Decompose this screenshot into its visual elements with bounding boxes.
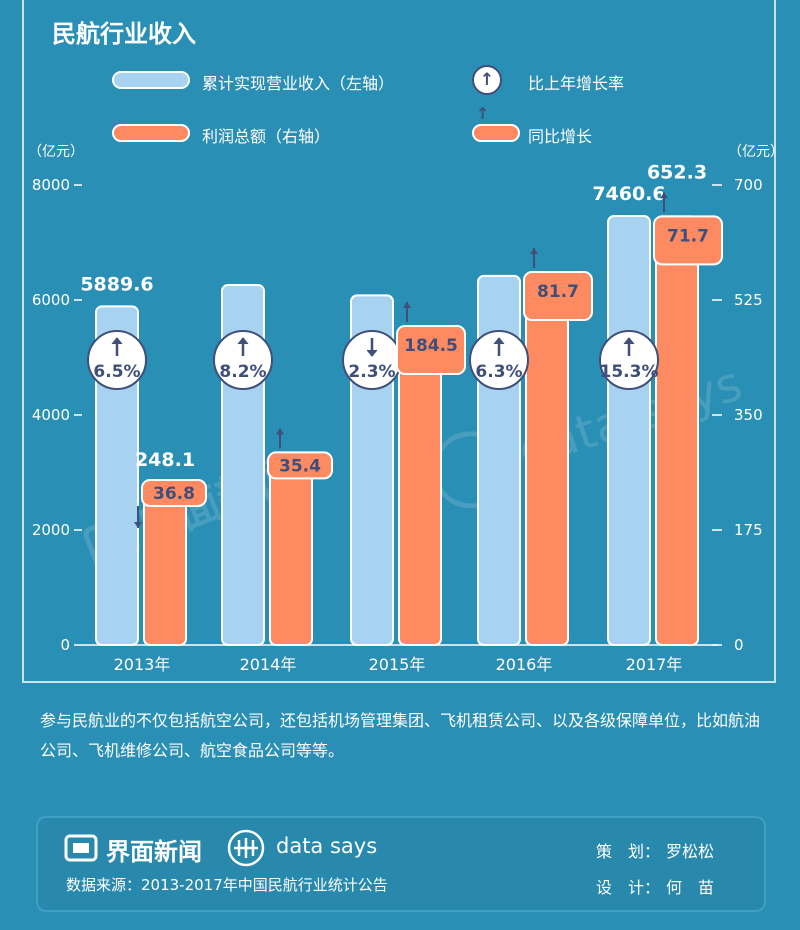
- revenue-growth-circle: [469, 330, 529, 390]
- bar-revenue: [607, 215, 651, 646]
- x-tick-label: 2016年: [496, 655, 553, 674]
- revenue-growth-label: 6.5%: [93, 362, 140, 382]
- footer-datasays: data says: [276, 834, 378, 858]
- planner-name: 罗松松: [666, 842, 715, 861]
- y-right-tick-label: 700: [734, 176, 763, 194]
- arrow-head-icon: [111, 337, 123, 345]
- revenue-growth-circle: [213, 330, 273, 390]
- description: 参与民航业的不仅包括航空公司，还包括机场管理集团、飞机租赁公司、以及各级保障单位…: [40, 711, 761, 760]
- arrow-head-icon: [237, 337, 249, 345]
- profit-growth-label: 36.8: [153, 484, 195, 504]
- revenue-growth-label: 6.3%: [475, 362, 522, 382]
- chart-title: 民航行业收入: [52, 20, 196, 48]
- small-arrow-head-icon: [403, 302, 411, 308]
- profit-growth-box: [653, 215, 723, 266]
- bar-profit-value-label: 652.3: [647, 161, 707, 183]
- legend-profit-swatch: [112, 124, 190, 142]
- planner-label: 策 划：: [596, 842, 661, 861]
- legend-revenue-growth-label: 比上年增长率: [528, 74, 625, 93]
- y-right-tick-label: 0: [734, 636, 744, 654]
- bar-revenue-value-label: 7460.6: [592, 183, 665, 205]
- profit-growth-label: 184.5: [404, 336, 458, 356]
- revenue-growth-label: 2.3%: [348, 362, 395, 382]
- profit-growth-box: [396, 325, 466, 375]
- y-right-tick-label: 175: [734, 521, 763, 539]
- profit-growth-label: 71.7: [667, 226, 709, 246]
- bar-revenue: [95, 305, 139, 646]
- bar-profit-value-label: 248.1: [135, 449, 195, 471]
- x-tick-label: 2014年: [240, 655, 297, 674]
- legend-profit-growth-label: 同比增长: [528, 127, 593, 146]
- legend-profit-growth-arrow-icon: ↑: [476, 104, 490, 123]
- arrow-head-icon: [623, 337, 635, 345]
- legend-up-arrow-icon: ↑: [472, 65, 502, 95]
- legend-profit-label: 利润总额（右轴）: [202, 127, 331, 146]
- revenue-growth-label: 15.3%: [600, 362, 659, 382]
- designer-label: 设 计：: [596, 878, 661, 897]
- bar-profit: [655, 215, 699, 647]
- y-right-tick-label: 525: [734, 291, 763, 309]
- datasays-logo-icon: [227, 829, 265, 867]
- right-axis-unit: （亿元）: [728, 144, 784, 160]
- profit-growth-label: 35.4: [279, 456, 321, 476]
- y-left-tick-label: 8000: [32, 176, 70, 194]
- arrow-head-icon: [493, 337, 505, 345]
- small-arrow-head-icon: [276, 428, 284, 435]
- legend-revenue-label: 累计实现营业收入（左轴）: [202, 74, 395, 93]
- revenue-growth-label: 8.2%: [219, 362, 266, 382]
- chart-panel: [22, 0, 776, 683]
- revenue-growth-circle: [599, 330, 659, 390]
- brand-logo-icon: [64, 834, 98, 862]
- x-tick-label: 2015年: [369, 655, 426, 674]
- x-tick-label: 2017年: [626, 655, 683, 674]
- y-right-tick-label: 350: [734, 406, 763, 424]
- designer-name: 何 苗: [666, 878, 715, 897]
- footer-brand: 界面新闻: [106, 838, 202, 866]
- revenue-growth-circle: [87, 330, 147, 390]
- footer: 界面新闻 data says 数据来源：2013-2017年中国民航行业统计公告…: [36, 816, 766, 912]
- y-left-tick-label: 0: [60, 636, 70, 654]
- bar-profit: [525, 279, 569, 646]
- y-left-tick-label: 4000: [32, 406, 70, 424]
- profit-growth-box: [141, 478, 207, 507]
- bar-profit: [269, 453, 313, 646]
- small-arrow-head-icon: [660, 192, 668, 199]
- bar-profit: [398, 337, 442, 646]
- legend-profit-growth-swatch: [472, 124, 520, 142]
- profit-growth-label: 81.7: [537, 282, 579, 302]
- y-left-tick-label: 2000: [32, 521, 70, 539]
- small-arrow-head-icon: [530, 248, 538, 254]
- legend-revenue-swatch: [112, 71, 190, 89]
- x-tick-label: 2013年: [114, 655, 171, 674]
- profit-growth-box: [523, 271, 593, 321]
- chart-svg: （亿元） （亿元） 界面新闻 data says 020004000600080…: [28, 144, 784, 674]
- left-axis-unit: （亿元）: [28, 144, 84, 160]
- small-arrow-head-icon: [134, 521, 142, 528]
- y-left-tick-label: 6000: [32, 291, 70, 309]
- arrow-head-icon: [366, 349, 378, 357]
- profit-growth-box: [267, 451, 333, 480]
- footer-source: 数据来源：2013-2017年中国民航行业统计公告: [66, 876, 388, 894]
- bar-revenue-value-label: 5889.6: [80, 273, 153, 295]
